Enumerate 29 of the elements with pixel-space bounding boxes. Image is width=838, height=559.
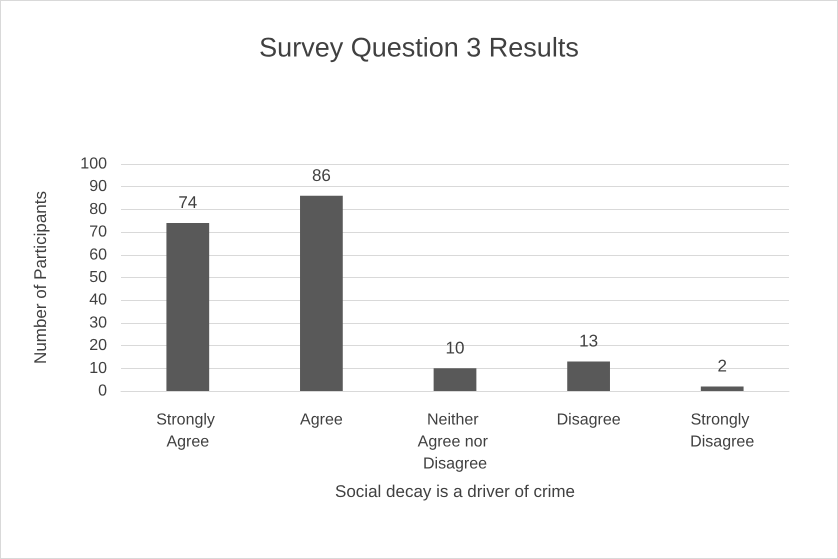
data-label: 13	[579, 331, 598, 350]
data-label: 74	[178, 193, 198, 212]
data-label: 2	[717, 356, 727, 376]
y-tick-label: 40	[89, 292, 108, 309]
data-label: 10	[446, 338, 464, 358]
x-tick-label: Neither Agree nor Disagree	[418, 412, 492, 472]
y-tick-label: 50	[89, 269, 108, 286]
x-axis-title: Social decay is a driver of crime	[335, 482, 575, 501]
x-tick-label: Strongly Agree	[156, 412, 220, 450]
x-tick-label: Disagree	[556, 412, 621, 428]
y-tick-label: 90	[89, 178, 108, 196]
y-tick-label: 70	[89, 224, 108, 241]
bar	[300, 196, 343, 391]
chart-title: Survey Question 3 Results	[259, 32, 579, 62]
y-tick-label: 100	[80, 156, 108, 172]
y-tick-label: 0	[98, 382, 108, 400]
y-axis-title: Number of Participants	[31, 191, 50, 364]
bar	[434, 368, 476, 391]
y-tick-label: 30	[89, 314, 108, 332]
y-tick-label: 10	[89, 360, 108, 377]
y-tick-label: 60	[89, 246, 108, 264]
y-tick-label: 80	[89, 200, 108, 218]
x-tick-label: Strongly Disagree	[690, 412, 754, 450]
bar	[166, 223, 210, 391]
bar	[700, 386, 744, 391]
x-tick-label: Agree	[300, 412, 343, 428]
y-tick-label: 20	[89, 337, 108, 354]
data-label: 86	[312, 166, 331, 185]
bar	[567, 361, 610, 391]
